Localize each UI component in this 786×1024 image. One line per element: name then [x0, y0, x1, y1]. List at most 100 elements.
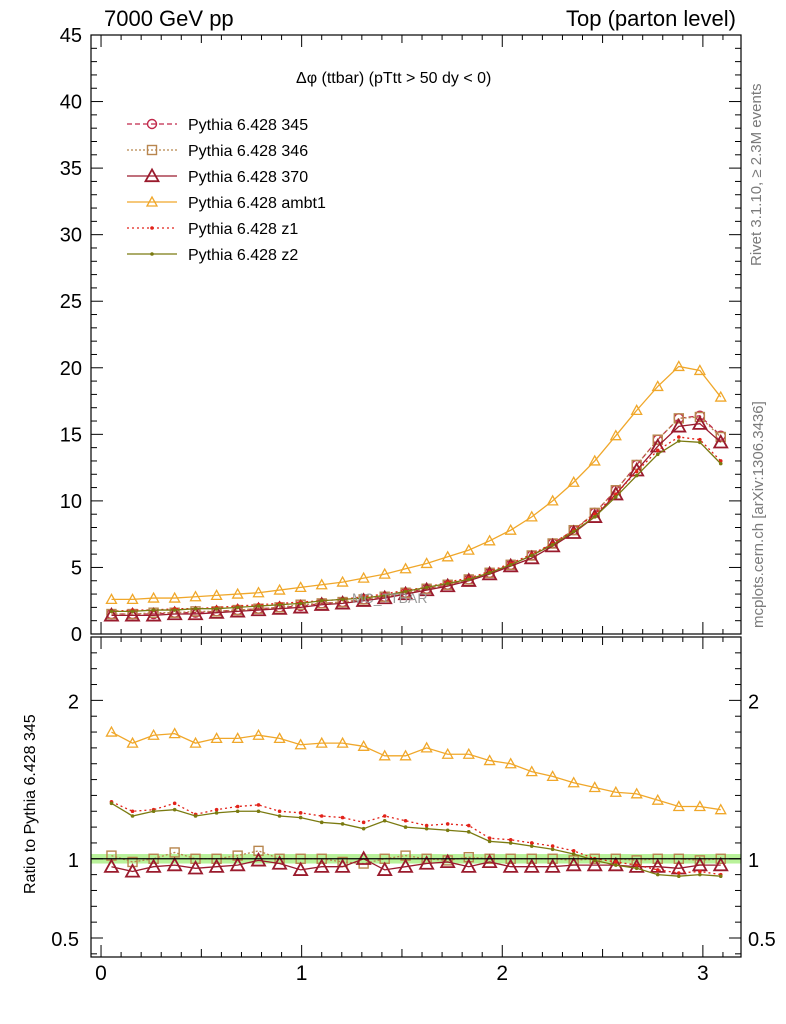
ratio-point	[292, 861, 309, 876]
ratio-point	[145, 858, 162, 873]
ratio-point	[529, 844, 534, 848]
main-y-tick-label: 35	[60, 158, 82, 180]
data-point	[670, 417, 687, 433]
ratio-point	[529, 841, 534, 845]
ratio-point	[130, 814, 135, 818]
data-point	[273, 583, 286, 595]
ratio-point	[210, 732, 223, 744]
ratio-point	[361, 826, 366, 831]
ratio-point	[418, 855, 435, 870]
data-point	[592, 515, 597, 519]
data-point	[487, 570, 492, 575]
ratio-point	[378, 749, 391, 761]
ratio-point	[586, 856, 603, 872]
ratio-point	[466, 830, 471, 834]
ratio-point	[126, 736, 139, 748]
ratio-point	[334, 858, 351, 873]
ratio-point	[298, 811, 303, 815]
ratio-point	[273, 732, 286, 744]
data-point	[567, 475, 580, 487]
ratio-point	[340, 822, 345, 826]
ratio-point	[256, 803, 261, 807]
main-y-tick-label: 45	[60, 25, 82, 47]
data-point	[439, 577, 456, 593]
ratio-point	[403, 825, 408, 829]
data-point	[586, 508, 603, 523]
data-point	[294, 581, 307, 593]
data-point	[145, 607, 162, 622]
data-point	[655, 448, 660, 453]
ratio-point	[677, 874, 681, 879]
data-point	[677, 435, 681, 439]
ratio-point	[382, 818, 387, 823]
data-point	[277, 602, 282, 607]
ratio-point	[313, 858, 330, 873]
ratio-point	[445, 822, 450, 826]
data-point	[250, 601, 267, 617]
data-point	[655, 452, 660, 457]
legend-marker	[146, 144, 158, 156]
data-point	[634, 473, 639, 478]
legend-marker	[150, 226, 154, 230]
data-point	[677, 439, 681, 443]
ratio-y-tick-label: 0.5	[51, 929, 79, 951]
data-point	[714, 390, 727, 402]
ratio-point	[571, 849, 576, 853]
ratio-point	[277, 809, 282, 814]
data-point	[403, 589, 408, 594]
legend-label: Pythia 6.428 346	[188, 143, 308, 160]
ratio-point	[382, 814, 387, 818]
ratio-y-tick-label-right: 2	[748, 691, 759, 713]
main-frame	[90, 34, 742, 635]
data-point	[208, 604, 225, 619]
ratio-point	[399, 749, 412, 761]
data-point	[652, 434, 663, 445]
data-point	[592, 512, 597, 516]
ratio-point	[109, 801, 114, 806]
data-point	[462, 543, 475, 555]
data-point	[693, 364, 706, 376]
legend-label: Pythia 6.428 z1	[188, 221, 298, 238]
ratio-point	[525, 765, 538, 777]
ratio-point	[357, 739, 370, 751]
ratio-point	[376, 861, 393, 876]
data-point	[210, 589, 223, 601]
main-y-tick-label: 20	[60, 358, 82, 380]
ratio-point	[355, 850, 372, 865]
x-tick-label: 0	[95, 962, 107, 985]
ratio-point	[502, 858, 519, 873]
data-point	[698, 437, 702, 442]
ratio-point	[718, 874, 723, 879]
data-point	[355, 592, 372, 607]
ratio-point	[483, 754, 496, 766]
ratio-point	[487, 839, 492, 844]
data-point	[256, 604, 261, 608]
data-point	[231, 587, 244, 599]
data-point	[418, 581, 435, 597]
watermark-label: MC_TTBAR	[352, 590, 428, 606]
series-5	[109, 439, 723, 614]
mcplots-source-label: mcplots.cern.ch [arXiv:1306.3436]	[750, 401, 767, 628]
ratio-y-tick-label-right: 1	[748, 850, 759, 872]
ratio-point	[147, 728, 160, 740]
header-collision-label: 7000 GeV pp	[104, 6, 234, 31]
ratio-point	[655, 868, 660, 872]
data-point	[315, 578, 328, 590]
data-point	[319, 598, 324, 603]
data-point	[673, 413, 685, 424]
data-point	[397, 585, 414, 601]
ratio-point	[609, 785, 622, 797]
ratio-point	[508, 841, 513, 845]
ratio-series-1	[103, 850, 729, 878]
data-point	[399, 562, 412, 574]
ratio-point	[214, 811, 219, 815]
data-point	[550, 543, 555, 547]
ratio-point	[124, 863, 141, 878]
ratio-point	[649, 858, 666, 873]
data-point	[672, 360, 685, 372]
ratio-point	[672, 800, 685, 812]
ratio-point	[229, 856, 246, 872]
legend: Pythia 6.428 345 Pythia 6.428 346 Pythia 6…	[127, 117, 326, 264]
ratio-point	[460, 858, 477, 873]
